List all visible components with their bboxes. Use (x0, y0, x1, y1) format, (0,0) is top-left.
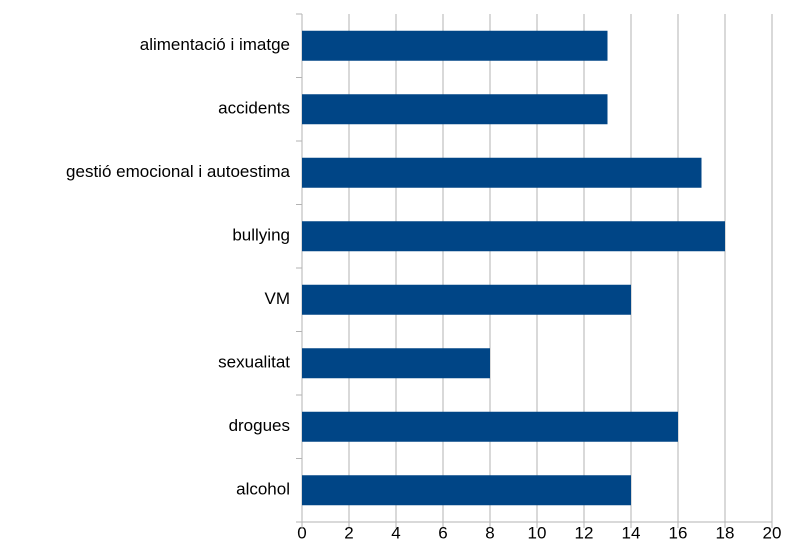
bar (302, 94, 608, 125)
x-tick-label: 10 (528, 523, 547, 542)
x-tick-label: 20 (763, 523, 782, 542)
x-tick-label: 8 (485, 523, 494, 542)
y-tick-label: alimentació i imatge (140, 35, 290, 54)
y-tick-label: bullying (232, 226, 290, 245)
x-tick-label: 18 (716, 523, 735, 542)
x-tick-label: 2 (344, 523, 353, 542)
bar (302, 221, 725, 252)
x-tick-label: 16 (669, 523, 688, 542)
bar (302, 284, 631, 315)
x-tick-label: 14 (622, 523, 641, 542)
x-tick-label: 0 (297, 523, 306, 542)
x-tick-label: 6 (438, 523, 447, 542)
y-tick-label: drogues (229, 416, 290, 435)
y-tick-label: gestió emocional i autoestima (66, 162, 291, 181)
y-tick-label: alcohol (236, 480, 290, 499)
y-tick-label: accidents (218, 99, 290, 118)
y-tick-label: VM (265, 289, 291, 308)
y-tick-label: sexualitat (218, 353, 290, 372)
bar (302, 30, 608, 61)
bar (302, 411, 678, 442)
x-tick-label: 4 (391, 523, 400, 542)
bar (302, 157, 702, 188)
bar (302, 475, 631, 506)
x-tick-label: 12 (575, 523, 594, 542)
bar (302, 348, 490, 379)
